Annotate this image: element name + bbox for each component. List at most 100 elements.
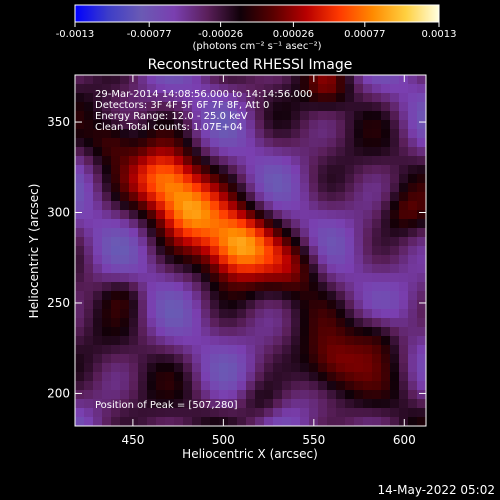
heat-cell <box>273 354 283 364</box>
heat-cell <box>201 75 211 85</box>
heat-cell <box>210 408 220 418</box>
heat-cell <box>93 354 103 364</box>
heat-cell <box>381 111 391 121</box>
heat-cell <box>246 399 256 409</box>
heat-cell <box>390 156 400 166</box>
heat-cell <box>174 129 184 139</box>
heat-cell <box>417 228 426 238</box>
heat-cell <box>138 228 148 238</box>
heat-cell <box>210 183 220 193</box>
heat-cell <box>399 381 409 391</box>
heat-cell <box>255 111 265 121</box>
heat-cell <box>363 417 373 426</box>
heat-cell <box>174 93 184 103</box>
heat-cell <box>210 381 220 391</box>
heat-cell <box>309 84 319 94</box>
heat-cell <box>354 327 364 337</box>
heat-cell <box>165 237 175 247</box>
heat-cell <box>219 165 229 175</box>
heat-cell <box>255 318 265 328</box>
heat-cell <box>417 219 426 229</box>
heat-cell <box>273 75 283 85</box>
heat-cell <box>75 156 85 166</box>
heat-cell <box>381 93 391 103</box>
heat-cell <box>336 408 346 418</box>
heat-cell <box>102 120 112 130</box>
heat-cell <box>192 210 202 220</box>
heat-cell <box>84 363 94 373</box>
heat-cell <box>75 318 85 328</box>
heat-cell <box>345 372 355 382</box>
heat-cell <box>156 336 166 346</box>
heat-cell <box>192 111 202 121</box>
heat-cell <box>354 219 364 229</box>
heat-cell <box>102 192 112 202</box>
heat-cell <box>390 399 400 409</box>
heat-cell <box>237 336 247 346</box>
heat-cell <box>129 237 139 247</box>
heat-cell <box>156 381 166 391</box>
heat-cell <box>246 273 256 283</box>
heat-cell <box>138 264 148 274</box>
heat-cell <box>255 390 265 400</box>
heat-cell <box>246 174 256 184</box>
heat-cell <box>210 255 220 265</box>
heat-cell <box>408 408 418 418</box>
heat-cell <box>372 282 382 292</box>
heat-cell <box>354 264 364 274</box>
heat-cell <box>255 228 265 238</box>
heat-cell <box>255 246 265 256</box>
heat-cell <box>300 381 310 391</box>
heat-cell <box>84 156 94 166</box>
colorbar <box>74 4 440 23</box>
heat-cell <box>102 237 112 247</box>
heat-cell <box>309 210 319 220</box>
heat-cell <box>300 318 310 328</box>
heat-cell <box>228 273 238 283</box>
heat-cell <box>408 255 418 265</box>
heat-cell <box>165 129 175 139</box>
heat-cell <box>84 336 94 346</box>
heat-cell <box>336 246 346 256</box>
heat-cell <box>183 327 193 337</box>
heat-cell <box>165 192 175 202</box>
heat-cell <box>174 84 184 94</box>
heat-cell <box>147 354 157 364</box>
colorbar-tick-label: 0.00026 <box>273 29 314 40</box>
heat-cell <box>417 390 426 400</box>
heat-cell <box>309 255 319 265</box>
heat-cell <box>363 291 373 301</box>
heat-cell <box>183 282 193 292</box>
heat-cell <box>147 417 157 426</box>
heat-cell <box>102 219 112 229</box>
heat-cell <box>327 138 337 148</box>
heat-cell <box>210 399 220 409</box>
heat-cell <box>165 219 175 229</box>
heat-cell <box>327 156 337 166</box>
heat-cell <box>120 165 130 175</box>
heat-cell <box>210 219 220 229</box>
heat-cell <box>363 300 373 310</box>
heat-cell <box>111 156 121 166</box>
heat-cell <box>291 390 301 400</box>
heat-cell <box>408 318 418 328</box>
heat-cell <box>282 228 292 238</box>
heat-cell <box>84 210 94 220</box>
heat-cell <box>120 327 130 337</box>
heat-cell <box>363 84 373 94</box>
heat-cell <box>264 318 274 328</box>
heat-cell <box>183 336 193 346</box>
heat-cell <box>264 237 274 247</box>
heat-cell <box>120 309 130 319</box>
heat-cell <box>291 183 301 193</box>
heat-cell <box>138 309 148 319</box>
chart-title: Reconstructed RHESSI Image <box>148 57 353 73</box>
heat-cell <box>93 183 103 193</box>
heat-cell <box>282 282 292 292</box>
heat-cell <box>75 336 85 346</box>
heat-cell <box>210 354 220 364</box>
heat-cell <box>273 390 283 400</box>
heat-cell <box>84 255 94 265</box>
heat-cell <box>399 228 409 238</box>
heat-cell <box>246 75 256 85</box>
